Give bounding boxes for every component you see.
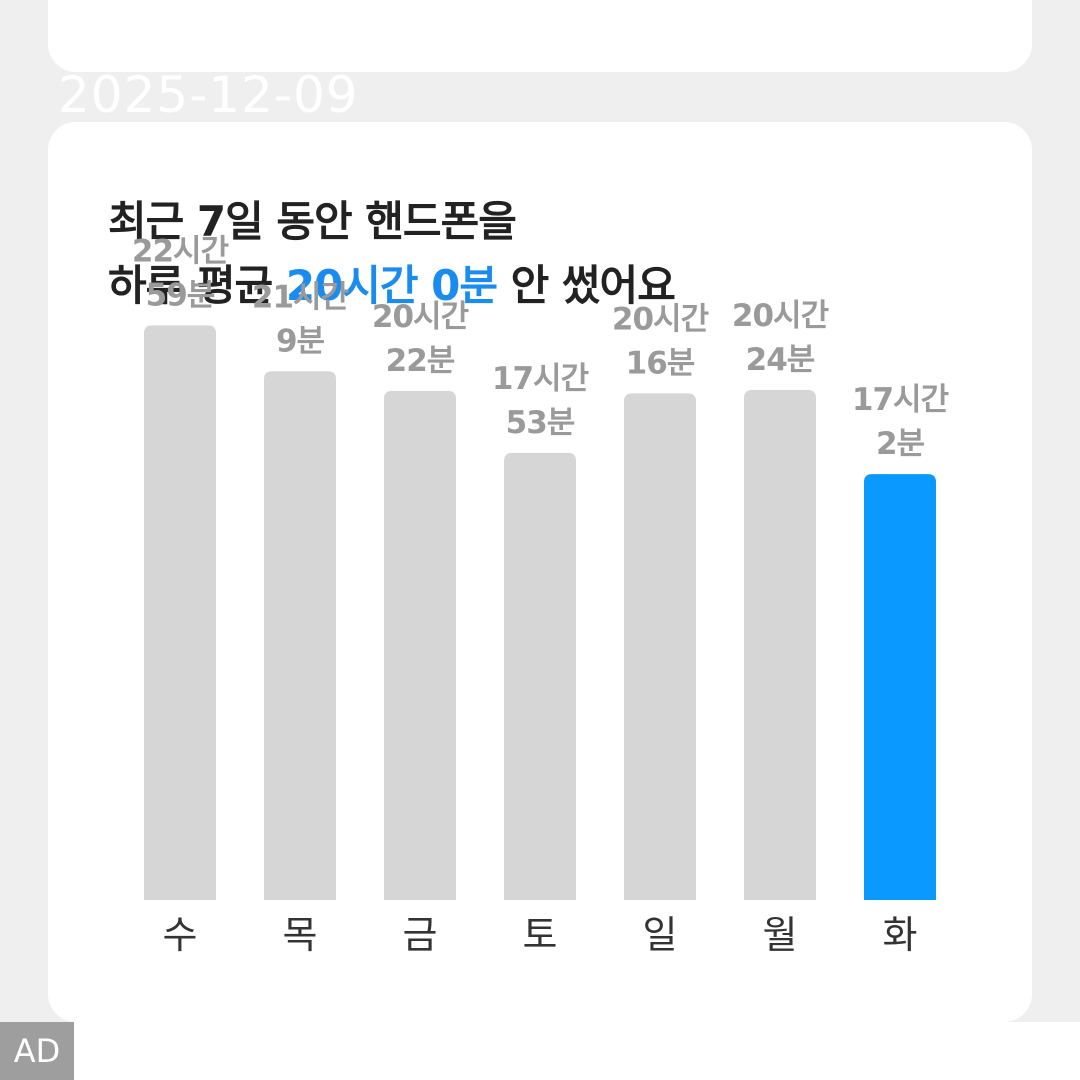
- headline: 최근 7일 동안 핸드폰을 하루 평균 20시간 0분 안 썼어요: [108, 190, 676, 318]
- headline-line-2-prefix: 하루 평균: [108, 261, 286, 310]
- headline-average-time: 20시간 0분: [285, 261, 498, 310]
- headline-line-1: 최근 7일 동안 핸드폰을: [108, 197, 517, 246]
- ad-banner-area[interactable]: [74, 1022, 1080, 1080]
- previous-card: [48, 0, 1032, 72]
- date-stamp: 2025-12-09: [58, 66, 359, 124]
- headline-line-2-suffix: 안 썼어요: [497, 261, 676, 310]
- ad-badge[interactable]: AD: [0, 1022, 74, 1080]
